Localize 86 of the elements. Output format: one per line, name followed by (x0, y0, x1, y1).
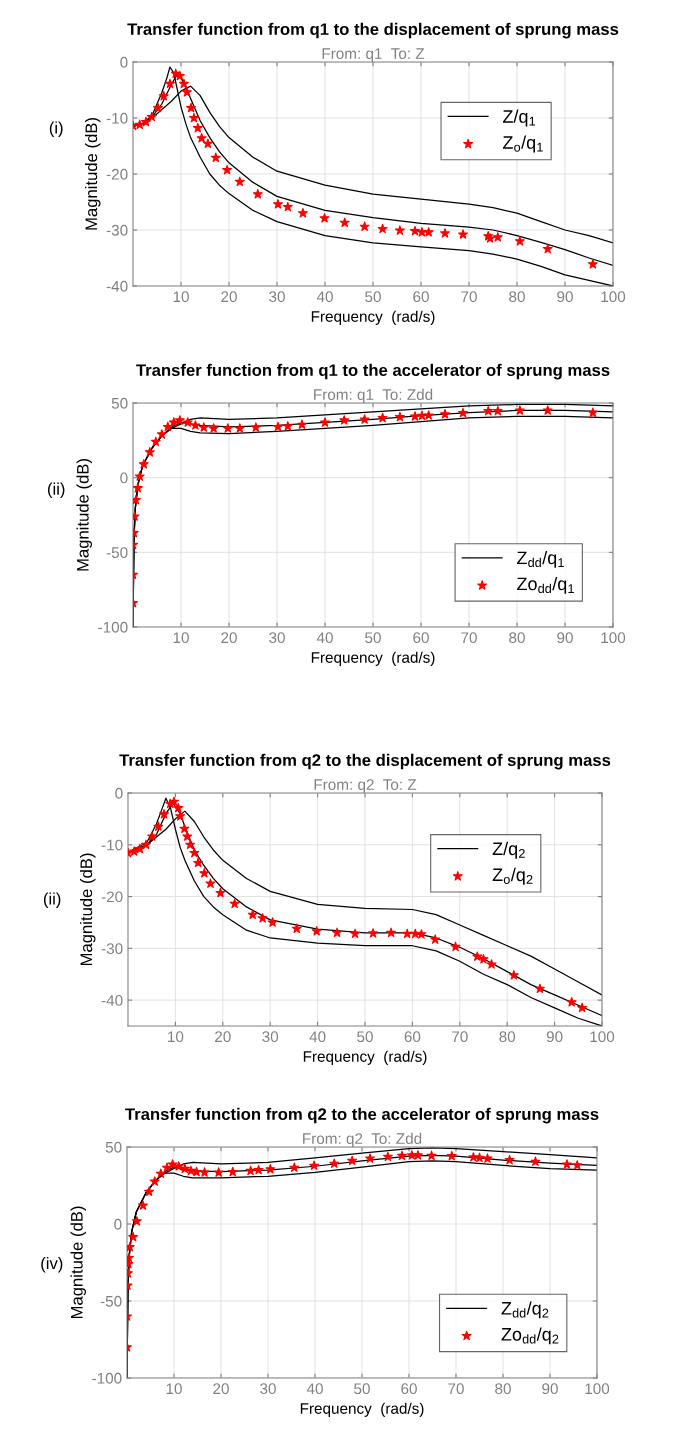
x-tick-label: 30 (269, 291, 285, 303)
legend-label: Zo$_{dd}$/q$_{1}$ (517, 576, 574, 594)
text: (ii) (47, 482, 65, 499)
x-tick-label: 80 (499, 1031, 516, 1043)
x-tick-label: 60 (413, 632, 429, 644)
chart-subtitle: From: q1 To: Zdd (314, 388, 433, 403)
chart-subtitle: From: q2 To: Z (314, 779, 417, 793)
legend-label: Z/q$_{2}$ (492, 841, 525, 859)
x-tick-label: 90 (542, 1383, 558, 1395)
text: (iv) (41, 1257, 63, 1273)
y-tick-label: -40 (106, 280, 128, 292)
x-tick-label: 20 (221, 632, 237, 644)
legend-label: Z/q$_{1}$ (502, 109, 536, 127)
x-tick-label: 100 (590, 1031, 615, 1043)
x-axis-title: Frequency (rad/s) (311, 651, 435, 666)
y-tick-label: -100 (92, 1372, 122, 1384)
x-tick-label: 40 (316, 291, 333, 303)
y-tick-label: 50 (105, 1141, 122, 1153)
chart-subtitle: From: q1 To: Z (322, 48, 425, 62)
text: (i) (49, 121, 63, 137)
x-tick-label: 80 (509, 291, 525, 303)
y-tick-label: -50 (106, 547, 128, 559)
x-axis-title: Frequency (rad/s) (300, 1402, 424, 1417)
y-tick-label: -10 (106, 112, 128, 124)
x-tick-label: 40 (316, 632, 333, 644)
x-tick-label: 40 (309, 1031, 326, 1043)
chart-title: Transfer function from q2 to the displacement of sprung mass (119, 753, 611, 770)
x-tick-label: 60 (413, 291, 429, 303)
y-tick-label: -40 (101, 994, 123, 1006)
chart-title: Transfer function from q2 to the accelerator of sprung mass (125, 1107, 599, 1124)
x-tick-label: 70 (461, 291, 477, 303)
x-tick-label: 80 (495, 1383, 511, 1395)
x-tick-label: 90 (557, 291, 573, 303)
y-tick-label: -20 (106, 168, 128, 180)
legend-label: Z$_{o}$/q$_{2}$ (492, 867, 533, 885)
x-tick-label: 20 (213, 1383, 229, 1395)
y-tick-label: 0 (120, 56, 128, 68)
y-tick-label: -30 (106, 224, 128, 236)
y-axis-title: Magnitude (dB) (76, 459, 93, 571)
legend-label: Z$_{dd}$/q$_{1}$ (517, 550, 564, 568)
x-tick-label: 40 (306, 1383, 323, 1395)
y-tick-label: -30 (101, 943, 123, 955)
x-tick-label: 90 (557, 632, 573, 644)
x-tick-label: 10 (173, 291, 189, 303)
y-tick-label: 50 (111, 397, 128, 409)
x-tick-label: 70 (461, 632, 477, 644)
chart-subtitle: From: q2 To: Zdd (303, 1132, 422, 1147)
x-tick-label: 100 (601, 632, 626, 644)
x-tick-label: 30 (262, 1031, 279, 1043)
x-tick-label: 70 (452, 1031, 468, 1043)
x-tick-label: 20 (221, 291, 237, 303)
x-tick-label: 90 (546, 1031, 563, 1043)
x-tick-label: 20 (215, 1031, 231, 1043)
y-axis-title: Magnitude (dB) (84, 118, 101, 230)
x-tick-label: 30 (269, 632, 285, 644)
x-tick-label: 10 (173, 632, 189, 644)
x-tick-label: 50 (365, 291, 381, 303)
x-tick-label: 70 (448, 1383, 464, 1395)
legend-label: Z$_{dd}$/q$_{2}$ (501, 1301, 549, 1319)
x-tick-label: 100 (585, 1383, 610, 1395)
chart-title: Transfer function from q1 to the displacement of sprung mass (127, 22, 619, 39)
x-tick-label: 50 (365, 632, 381, 644)
x-tick-label: 80 (509, 632, 525, 644)
x-tick-label: 60 (401, 1383, 417, 1395)
x-tick-label: 50 (354, 1383, 370, 1395)
x-axis-title: Frequency (rad/s) (311, 310, 435, 325)
x-tick-label: 50 (357, 1031, 373, 1043)
y-tick-label: -10 (101, 839, 123, 851)
x-tick-label: 10 (166, 1383, 182, 1395)
legend-label: Zo$_{dd}$/q$_{2}$ (501, 1327, 559, 1345)
y-tick-label: -50 (100, 1295, 122, 1307)
x-tick-label: 30 (260, 1383, 276, 1395)
x-axis-title: Frequency (rad/s) (303, 1050, 427, 1065)
y-axis-title: Magnitude (dB) (79, 853, 96, 966)
legend-label: Z$_{o}$/q$_{1}$ (502, 135, 543, 153)
y-tick-label: -100 (98, 621, 128, 633)
y-tick-label: 0 (114, 1218, 122, 1230)
y-tick-label: 0 (115, 787, 123, 799)
x-tick-label: 10 (168, 1031, 184, 1043)
text: (ii) (43, 892, 61, 908)
y-axis-title: Magnitude (dB) (70, 1206, 87, 1319)
y-tick-label: 0 (120, 472, 128, 484)
y-tick-label: -20 (101, 891, 123, 903)
chart-title: Transfer function from q1 to the accelerator of sprung mass (136, 363, 610, 380)
x-tick-label: 100 (601, 291, 626, 303)
x-tick-label: 60 (404, 1031, 421, 1043)
